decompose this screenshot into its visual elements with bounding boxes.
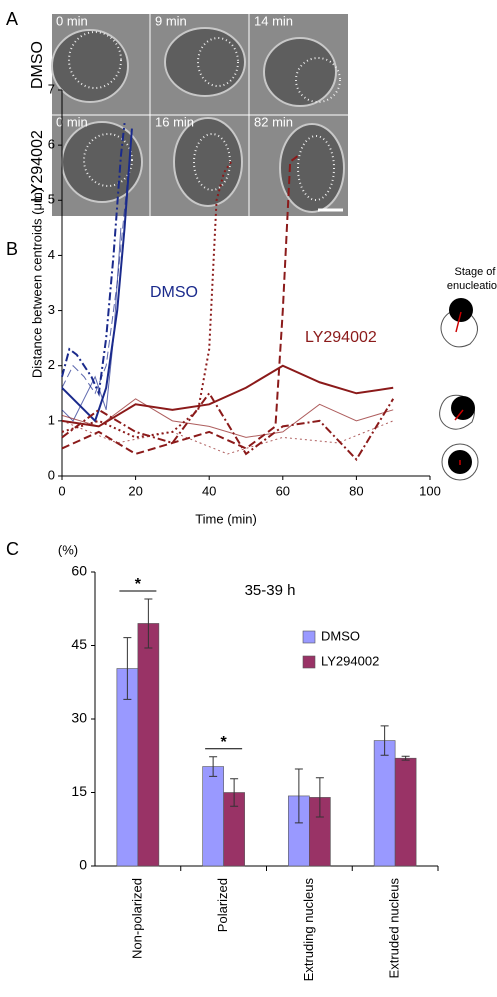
series-line: [61, 128, 133, 423]
error-bar: [230, 778, 239, 807]
y-tick-label: 0: [48, 467, 55, 482]
nucleus: [449, 298, 473, 322]
x-tick-label: 60: [276, 483, 290, 498]
row-label: LY294002: [29, 130, 46, 202]
cell-outline: [439, 394, 475, 430]
y-tick-label: 2: [48, 357, 55, 372]
y-tick-label: 30: [71, 710, 87, 726]
frame-time: 0 min: [56, 13, 88, 28]
series-line: [61, 398, 394, 438]
y-tick-label: 7: [48, 81, 55, 96]
chart-title: 35-39 h: [245, 582, 296, 599]
y-tick-label: 6: [48, 137, 55, 152]
panel-label: C: [6, 539, 19, 559]
y-tick-label: 60: [71, 563, 87, 579]
panel-label: A: [6, 9, 18, 29]
micrographs: [51, 14, 348, 216]
centroid-link: [454, 409, 464, 421]
error-bar: [209, 756, 218, 777]
y-tick-label: 3: [48, 302, 55, 317]
cell: [164, 27, 246, 97]
significance-mark: *: [135, 576, 142, 593]
error-bar: [144, 598, 153, 649]
y-axis-label: Distance between centroids (μm): [29, 188, 44, 378]
legend-swatch: [302, 630, 316, 644]
y-tick-label: 1: [48, 412, 55, 427]
nucleus-outline: [197, 37, 239, 87]
series-line: [61, 161, 233, 439]
y-tick-label: 0: [79, 857, 87, 873]
y-axis-label: (%): [58, 542, 78, 557]
series-line: [61, 155, 299, 456]
error-bar: [380, 725, 389, 756]
cell: [263, 37, 337, 107]
stage-label: Stage of: [455, 266, 497, 278]
series-line: [61, 391, 395, 462]
cell: [51, 29, 129, 103]
row-label: DMSO: [29, 41, 46, 89]
error-bar: [401, 755, 410, 761]
nucleus-outline: [83, 133, 133, 187]
nucleus-outline: [68, 31, 122, 89]
stage-icons: [439, 298, 479, 481]
x-axis-label: Time (min): [195, 511, 257, 526]
series-label: DMSO: [150, 284, 198, 301]
frame-time: 82 min: [254, 114, 293, 129]
series-line: [61, 227, 122, 422]
bar: [202, 766, 224, 867]
y-tick-label: 15: [71, 783, 87, 799]
frame-time: 16 min: [155, 114, 194, 129]
frame-time: 0 min: [56, 114, 88, 129]
panel-label: B: [6, 239, 18, 259]
y-tick-label: 5: [48, 192, 55, 207]
series-line: [61, 122, 126, 397]
error-bar: [294, 768, 303, 824]
bar: [137, 623, 160, 867]
y-tick-label: 45: [71, 636, 87, 652]
y-tick-label: 4: [48, 247, 55, 262]
x-tick-label: 100: [419, 483, 441, 498]
nucleus-outline: [297, 135, 335, 201]
x-tick-label: Polarized: [215, 878, 230, 932]
x-tick-label: Extruded nucleus: [387, 878, 402, 979]
x-tick-label: Non-polarized: [129, 878, 144, 959]
x-tick-label: 0: [58, 483, 65, 498]
series-label: LY294002: [305, 329, 377, 346]
legend-swatch: [302, 655, 316, 669]
x-tick-label: 80: [349, 483, 363, 498]
x-tick-label: Extruding nucleus: [301, 878, 316, 982]
nucleus-outline: [295, 57, 341, 103]
x-tick-label: 40: [202, 483, 216, 498]
nucleus: [451, 396, 475, 420]
error-bar: [315, 777, 324, 818]
x-tick-label: 20: [128, 483, 142, 498]
series-line: [61, 420, 394, 455]
legend-label: LY294002: [321, 653, 379, 668]
bar: [394, 757, 417, 867]
cell-outline: [441, 443, 479, 481]
cell: [173, 117, 243, 207]
frame-time: 9 min: [155, 13, 187, 28]
legend-label: DMSO: [321, 628, 360, 643]
frame-time: 14 min: [254, 13, 293, 28]
series-line: [61, 364, 394, 428]
stage-label: enucleation: [447, 280, 497, 292]
error-bar: [123, 637, 132, 700]
centroid-link: [455, 311, 462, 333]
significance-mark: *: [221, 734, 228, 751]
bar: [373, 740, 396, 867]
